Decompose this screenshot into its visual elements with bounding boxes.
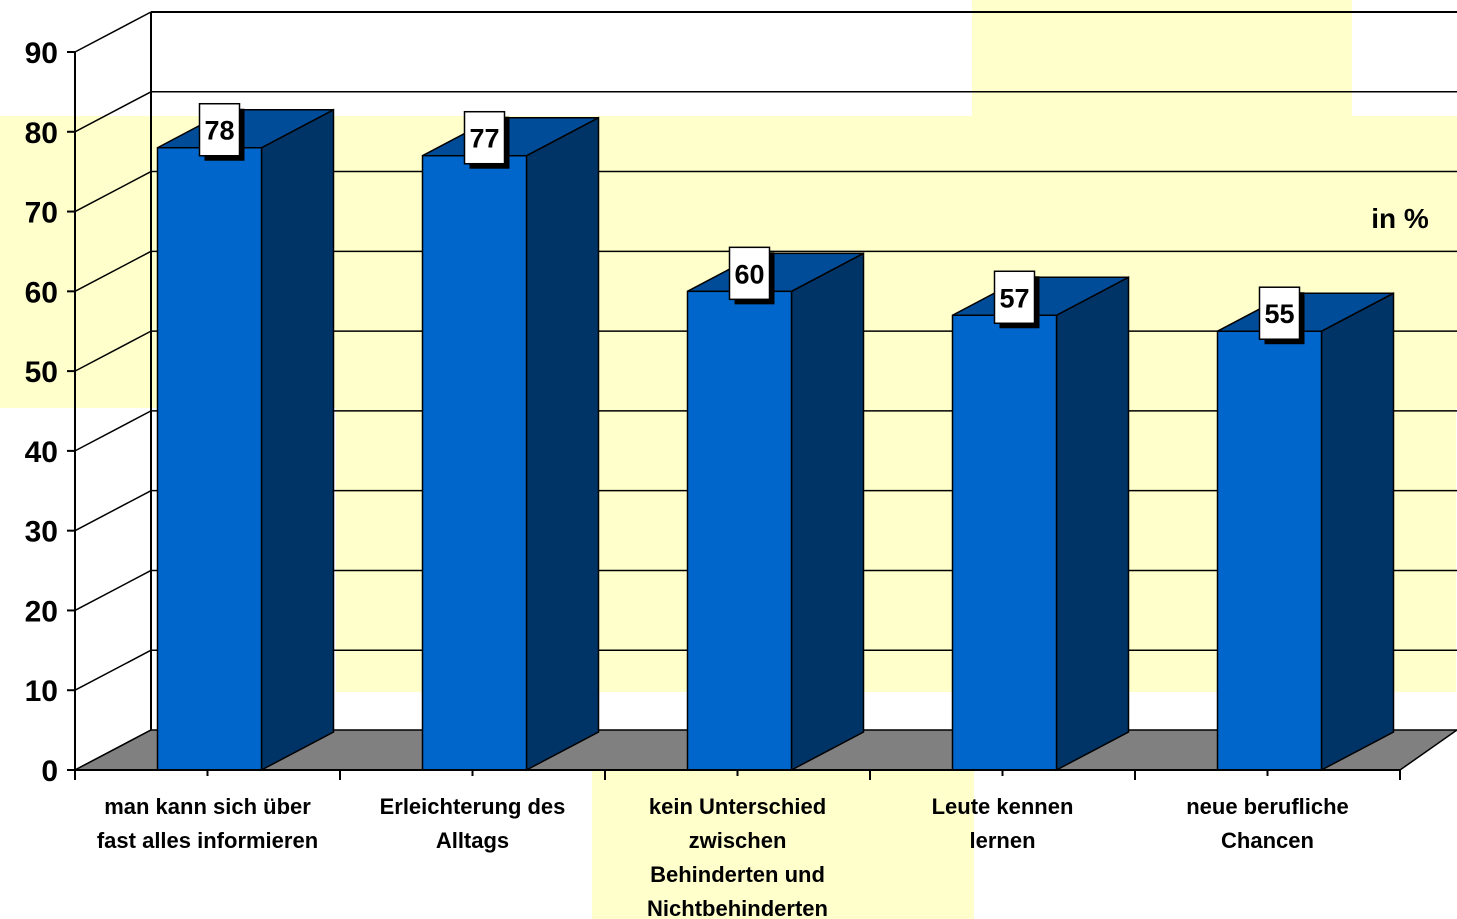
data-label-box [728,246,771,301]
bar-front [421,154,528,771]
y-tick-label: 50 [25,356,58,389]
data-label: 60 [734,259,764,289]
x-tick-label: kein Unterschied zwischen Behinderten und N… [647,794,828,919]
gridline-side [74,649,152,691]
bar-side [790,252,865,772]
y-tick-label: 80 [25,117,58,150]
bar-front [686,290,793,771]
data-label: 57 [999,283,1029,313]
bar: 55 [1216,286,1395,772]
category-axis: man kann sich über fast alles informieren… [74,769,1401,919]
x-tick-label: Leute kennen lernen [932,794,1074,853]
gridline-side [74,410,152,452]
bar: 60 [686,246,865,772]
y-tick-label: 90 [25,37,58,70]
bar-front [951,314,1058,771]
gridline-side [74,330,152,372]
bars: 78 77 60 57 55 [156,102,1395,772]
x-tick-label: neue berufliche Chancen [1186,794,1349,853]
data-label: 55 [1264,299,1294,329]
gridline-side [74,569,152,612]
x-tick-label: man kann sich über fast alles informieren [97,794,318,853]
y-tick-label: 40 [25,436,58,469]
value-axis: 0 10 20 30 40 50 60 70 80 90 [25,37,75,788]
bar: 78 [156,102,335,772]
y-tick-label: 60 [25,276,58,309]
y-tick-label: 30 [25,516,58,549]
bar-side [525,116,600,772]
y-tick-label: 0 [41,755,58,788]
bar-side [260,108,335,772]
gridline-side [74,11,152,53]
unit-label: in % [1371,203,1429,234]
bar: 57 [951,270,1130,772]
gridline-side [74,91,152,133]
data-label: 77 [469,124,499,154]
data-label-box [993,270,1036,325]
background-highlight [972,0,1352,116]
x-tick-label: Erleichterung des Alltags [380,794,566,853]
y-tick-label: 20 [25,595,58,628]
gridline-side [74,490,152,532]
background-highlight [592,770,974,919]
bar-front [156,146,263,771]
data-label-box [198,102,241,157]
gridline-side [74,250,152,292]
bar-front [1216,330,1323,771]
y-tick-label: 10 [25,675,58,708]
bar-side [1320,291,1395,772]
gridline-side [74,170,152,213]
bar-side [1055,276,1130,772]
data-label-box [1258,286,1301,340]
bar: 77 [421,110,600,772]
data-label-box [463,110,506,165]
data-label: 78 [204,116,234,146]
y-tick-label: 70 [25,197,58,230]
